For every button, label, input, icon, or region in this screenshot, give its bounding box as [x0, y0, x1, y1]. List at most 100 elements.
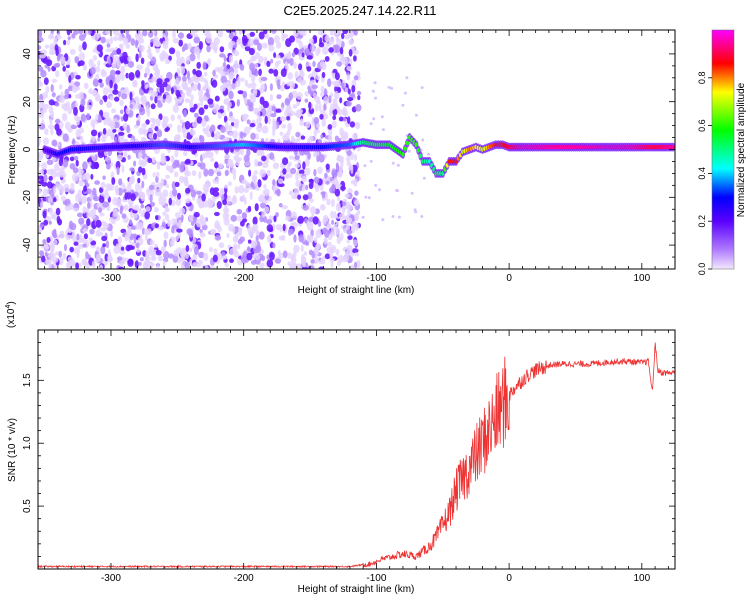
noise-speck: [121, 93, 128, 100]
noise-speck: [321, 191, 326, 199]
noise-speck: [199, 232, 206, 238]
noise-speck: [65, 101, 71, 110]
noise-speck: [65, 121, 71, 131]
noise-speck: [249, 31, 255, 37]
noise-speck: [59, 230, 65, 239]
noise-speck: [44, 251, 48, 257]
noise-speck: [296, 92, 303, 100]
noise-speck: [89, 66, 96, 75]
noise-speck: [145, 206, 151, 212]
noise-speck: [38, 66, 44, 72]
noise-speck: [294, 155, 300, 161]
noise-speck: [127, 60, 135, 68]
noise-speck: [203, 71, 208, 77]
noise-speck: [229, 248, 236, 256]
noise-speck: [99, 82, 104, 88]
noise-speck: [227, 195, 231, 200]
noise-speck: [138, 191, 142, 196]
noise-speck: [162, 260, 166, 268]
noise-speck: [233, 60, 239, 69]
noise-speck: [230, 214, 238, 222]
noise-speck: [157, 226, 164, 231]
noise-speck: [198, 88, 204, 98]
noise-speck: [95, 73, 100, 80]
noise-speck: [100, 245, 106, 255]
noise-speck: [138, 52, 142, 59]
noise-speck: [361, 215, 365, 219]
noise-speck: [86, 211, 91, 219]
noise-speck: [109, 162, 114, 167]
noise-speck: [270, 58, 274, 64]
noise-speck: [63, 183, 70, 193]
noise-speck: [136, 248, 141, 253]
noise-speck: [265, 219, 273, 225]
noise-speck: [39, 109, 45, 119]
noise-speck: [249, 93, 254, 99]
noise-speck: [310, 259, 316, 264]
noise-speck: [299, 71, 305, 78]
noise-speck: [346, 229, 353, 235]
noise-speck: [262, 100, 269, 109]
noise-speck: [164, 78, 170, 83]
noise-speck: [305, 120, 311, 129]
noise-speck: [244, 45, 251, 52]
noise-speck: [427, 152, 431, 156]
noise-speck: [204, 179, 211, 188]
noise-speck: [295, 131, 301, 138]
noise-speck: [156, 171, 160, 178]
noise-speck: [123, 113, 129, 122]
noise-speck: [85, 251, 89, 260]
noise-speck: [170, 114, 175, 122]
noise-speck: [333, 211, 337, 220]
snr-frame: [37, 329, 676, 570]
noise-speck: [146, 61, 151, 68]
noise-speck: [323, 237, 328, 245]
noise-speck: [223, 81, 230, 87]
noise-speck: [198, 41, 203, 50]
noise-speck: [60, 195, 66, 202]
noise-speck: [186, 55, 190, 65]
noise-speck: [234, 67, 238, 75]
noise-speck: [210, 230, 216, 236]
noise-speck: [257, 149, 264, 154]
noise-speck: [178, 39, 183, 47]
noise-speck: [202, 77, 207, 83]
noise-speck: [165, 174, 171, 179]
noise-speck: [139, 257, 144, 262]
noise-speck: [307, 237, 311, 242]
noise-speck: [114, 185, 119, 192]
noise-speck: [190, 31, 196, 36]
noise-speck: [171, 181, 177, 190]
noise-speck: [167, 165, 174, 173]
noise-speck: [232, 235, 238, 243]
noise-speck: [75, 159, 79, 167]
noise-speck: [193, 103, 198, 110]
noise-speck: [160, 178, 165, 186]
noise-speck: [294, 70, 299, 80]
noise-speck: [332, 108, 338, 116]
noise-speck: [90, 173, 94, 180]
noise-speck: [214, 211, 220, 217]
noise-speck: [79, 179, 84, 187]
noise-speck: [272, 242, 276, 249]
noise-speck: [124, 192, 129, 200]
colorbar-ticks: 0.0 0.2 0.4 0.6 0.8: [697, 72, 712, 275]
noise-speck: [56, 128, 62, 136]
noise-speck: [71, 33, 76, 39]
noise-speck: [179, 164, 185, 173]
noise-speck: [313, 176, 320, 184]
noise-speck: [141, 180, 145, 189]
noise-speck: [43, 219, 49, 226]
noise-speck: [248, 169, 252, 177]
noise-speck: [357, 95, 361, 101]
noise-speck: [253, 39, 260, 46]
noise-speck: [144, 211, 150, 220]
noise-speck: [92, 91, 97, 97]
noise-speck: [154, 243, 159, 248]
noise-speck: [290, 253, 295, 262]
noise-speck: [369, 159, 373, 163]
noise-speck: [205, 88, 209, 97]
noise-speck: [241, 212, 247, 219]
noise-speck: [73, 241, 79, 246]
noise-speck: [261, 155, 267, 162]
